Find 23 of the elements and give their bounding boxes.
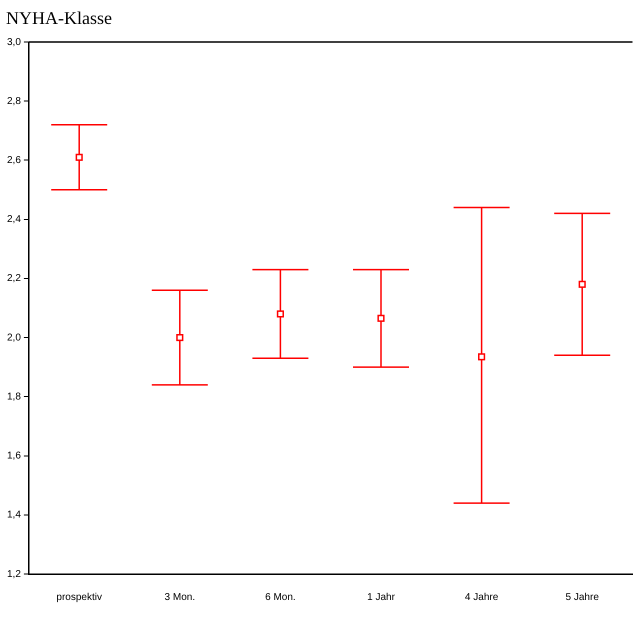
y-tick-label: 2,0	[6, 332, 22, 344]
point	[76, 154, 83, 161]
x-tick-label: 1 Jahr	[367, 592, 396, 603]
y-tick-label: 2,2	[6, 273, 22, 284]
point	[176, 334, 184, 342]
x-tick-label: 5 Jahre	[566, 592, 600, 603]
y-tick-label: 1,2	[6, 568, 22, 580]
x-tick-label: prospektiv	[56, 592, 102, 603]
y-tick-label: 2,4	[6, 214, 22, 226]
x-tick-label: 4 Jahre	[464, 592, 499, 603]
y-tick-label: 2,8	[6, 96, 22, 107]
point	[478, 353, 486, 360]
point	[578, 280, 586, 288]
y-tick-label: 1,6	[6, 450, 22, 462]
point	[276, 310, 284, 318]
x-tick-label: 3 Mon.	[164, 592, 196, 603]
point	[377, 314, 385, 322]
y-tick-label: 1,8	[6, 391, 22, 402]
y-tick-label: 2,6	[6, 154, 22, 166]
chart-title: NYHA-Klasse	[6, 8, 112, 29]
x-tick-label: 6 Mon.	[265, 592, 296, 603]
y-tick-label: 3,0	[6, 36, 22, 48]
y-tick-label: 1,4	[6, 510, 22, 521]
